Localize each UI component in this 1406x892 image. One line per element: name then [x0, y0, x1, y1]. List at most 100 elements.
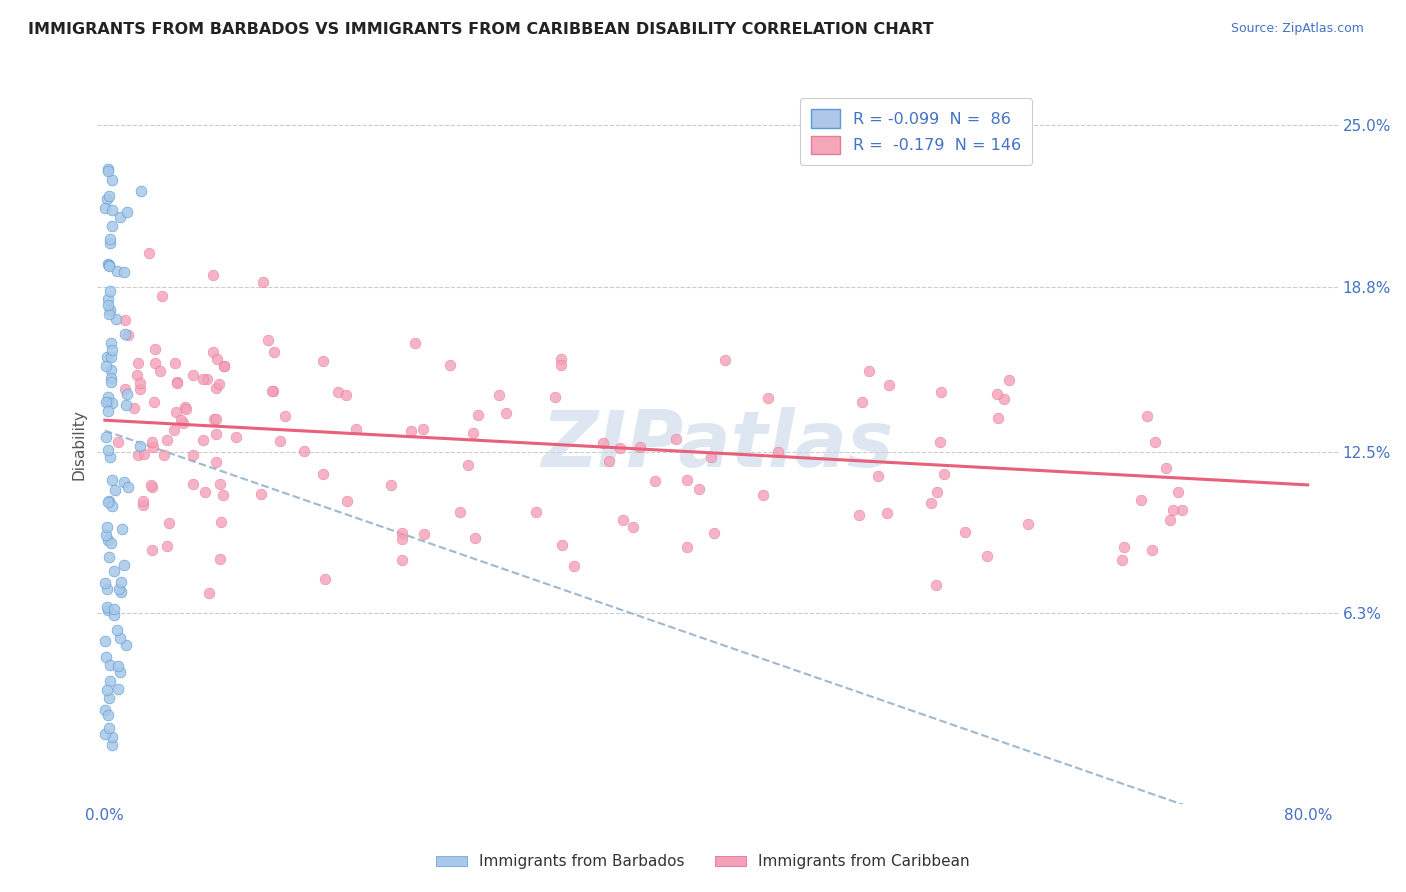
- Point: [98, 236, 121, 251]
- Point: [108, 632, 131, 646]
- Point: [181, 476, 204, 491]
- Point: [112, 265, 135, 279]
- Point: [848, 508, 870, 523]
- Point: [141, 480, 163, 494]
- Point: [110, 210, 132, 224]
- Point: [98, 673, 121, 688]
- Point: [204, 412, 226, 426]
- Point: [112, 475, 135, 490]
- Point: [94, 726, 117, 740]
- Point: [129, 376, 152, 390]
- Point: [96, 520, 118, 534]
- Point: [209, 551, 232, 566]
- Point: [141, 543, 163, 558]
- Point: [103, 607, 125, 622]
- Point: [107, 681, 129, 696]
- Point: [1129, 493, 1152, 508]
- Point: [274, 409, 297, 423]
- Point: [292, 444, 315, 458]
- Point: [488, 388, 510, 402]
- Point: [97, 602, 120, 616]
- Point: [132, 494, 155, 508]
- Point: [336, 493, 359, 508]
- Point: [94, 201, 117, 215]
- Point: [98, 450, 121, 464]
- Point: [96, 193, 118, 207]
- Point: [766, 445, 789, 459]
- Point: [172, 416, 194, 430]
- Point: [98, 232, 121, 246]
- Point: [212, 359, 235, 373]
- Point: [751, 488, 773, 502]
- Point: [103, 602, 125, 616]
- Point: [439, 359, 461, 373]
- Point: [1159, 513, 1181, 527]
- Point: [103, 564, 125, 578]
- Point: [104, 483, 127, 498]
- Point: [866, 469, 889, 483]
- Point: [110, 523, 132, 537]
- Point: [142, 441, 165, 455]
- Point: [114, 313, 136, 327]
- Point: [110, 574, 132, 589]
- Point: [156, 433, 179, 447]
- Point: [100, 371, 122, 385]
- Point: [97, 495, 120, 509]
- Point: [191, 434, 214, 448]
- Point: [628, 441, 651, 455]
- Point: [208, 376, 231, 391]
- Point: [1140, 543, 1163, 558]
- Point: [1161, 503, 1184, 517]
- Point: [664, 433, 686, 447]
- Point: [132, 446, 155, 460]
- Point: [550, 352, 572, 367]
- Point: [551, 538, 574, 552]
- Point: [101, 173, 124, 187]
- Point: [98, 721, 121, 735]
- Point: [127, 448, 149, 462]
- Point: [925, 485, 948, 500]
- Point: [94, 527, 117, 541]
- Point: [344, 422, 367, 436]
- Point: [550, 358, 572, 372]
- Point: [449, 505, 471, 519]
- Point: [562, 558, 585, 573]
- Point: [97, 690, 120, 705]
- Point: [312, 467, 335, 481]
- Point: [96, 599, 118, 614]
- Point: [149, 364, 172, 378]
- Point: [934, 467, 956, 482]
- Point: [97, 708, 120, 723]
- Point: [101, 499, 124, 513]
- Point: [524, 505, 547, 519]
- Point: [876, 506, 898, 520]
- Point: [391, 553, 413, 567]
- Point: [252, 275, 274, 289]
- Point: [115, 205, 138, 219]
- Point: [924, 578, 946, 592]
- Point: [112, 558, 135, 573]
- Point: [101, 473, 124, 487]
- Point: [851, 395, 873, 409]
- Point: [269, 434, 291, 448]
- Point: [94, 575, 117, 590]
- Point: [495, 406, 517, 420]
- Point: [162, 423, 184, 437]
- Point: [97, 395, 120, 409]
- Point: [198, 586, 221, 600]
- Point: [96, 582, 118, 596]
- Point: [676, 473, 699, 487]
- Point: [262, 384, 284, 398]
- Point: [96, 359, 118, 374]
- Point: [97, 259, 120, 273]
- Point: [132, 498, 155, 512]
- Point: [97, 292, 120, 306]
- Y-axis label: Disability: Disability: [72, 409, 86, 481]
- Point: [100, 343, 122, 357]
- Point: [100, 396, 122, 410]
- Point: [129, 184, 152, 198]
- Point: [100, 363, 122, 377]
- Point: [212, 359, 235, 374]
- Point: [1114, 540, 1136, 554]
- Point: [143, 356, 166, 370]
